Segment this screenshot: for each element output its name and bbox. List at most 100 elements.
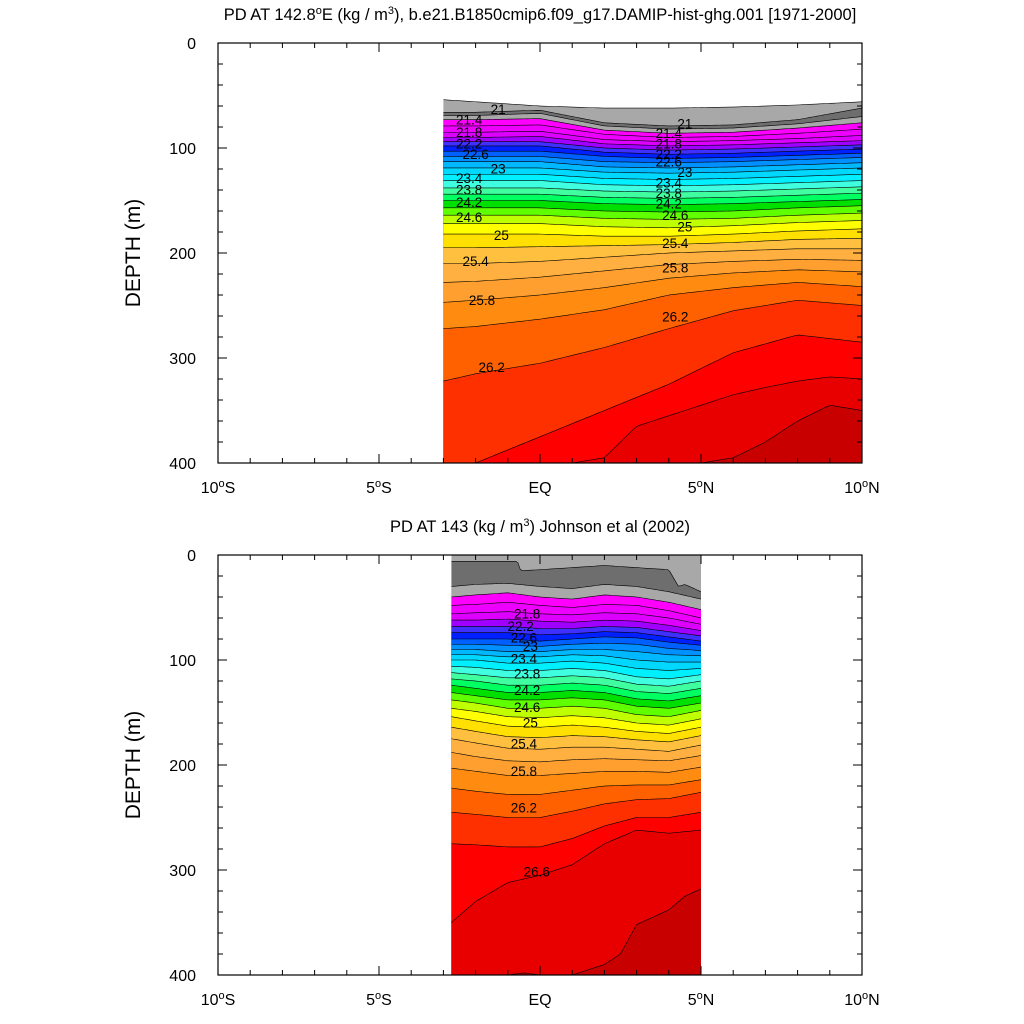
contour-line-26.6 — [443, 376, 862, 463]
contour-label: 24.6 — [456, 210, 482, 225]
contour-label: 22.2 — [508, 619, 534, 634]
contour-line-23.6 — [451, 666, 702, 680]
x-tick-label: 10oS — [201, 478, 236, 497]
contour-line-26.8 — [451, 888, 702, 975]
contour-label: 24.2 — [514, 683, 540, 698]
contour-line-26.4 — [443, 334, 862, 463]
contour-line-22.2 — [451, 626, 702, 637]
contour-line-23.8 — [443, 186, 862, 193]
contour-label: 23.4 — [511, 652, 538, 667]
y-tick-label: 400 — [169, 456, 196, 473]
contour-label: 25 — [677, 219, 692, 234]
chart-title: PD AT 142.8oE (kg / m3), b.e21.B1850cmip… — [224, 5, 857, 24]
x-tick-label: 10oN — [844, 478, 879, 497]
contour-label: 23 — [523, 639, 538, 654]
contour-line-21.4 — [443, 118, 862, 134]
contour-label: 26.2 — [662, 310, 688, 325]
contour-line-26 — [451, 779, 702, 795]
contour-label: 25.8 — [662, 260, 688, 275]
y-tick-label: 100 — [169, 141, 196, 158]
contour-line-23.4 — [451, 659, 702, 671]
y-tick-label: 300 — [169, 351, 196, 368]
contour-line-26.2 — [443, 300, 862, 382]
contour-label: 22.2 — [456, 136, 482, 151]
contour-line-20.6 — [443, 99, 862, 109]
contour-label: 25.8 — [511, 764, 537, 779]
contour-line-23 — [443, 161, 862, 169]
contour-label: 21.8 — [456, 125, 482, 140]
contour-label: 21 — [677, 116, 692, 131]
contour-line-25.6 — [451, 752, 702, 763]
contour-label: 24.6 — [662, 208, 688, 223]
contour-label: 23.8 — [514, 666, 540, 681]
contour-label: 25.4 — [511, 737, 538, 752]
contour-line-25.2 — [443, 238, 862, 249]
contour-label: 21.4 — [656, 126, 683, 141]
x-tick-label: 5oN — [688, 478, 715, 497]
axis-ticks — [217, 42, 863, 464]
contour-line-22.8 — [443, 156, 862, 163]
contour-line-21.2 — [451, 583, 702, 600]
axis-ticks — [217, 554, 863, 976]
top-panel: 2121.421.822.222.62323.423.824.224.62525… — [122, 5, 880, 497]
contour-line-25.4 — [451, 738, 702, 752]
contour-line-24.4 — [443, 205, 862, 213]
y-axis-label: DEPTH (m) — [122, 711, 145, 820]
contour-line-21.4 — [451, 592, 702, 610]
contour-label: 24.2 — [456, 195, 482, 210]
x-tick-label: EQ — [528, 480, 551, 497]
contour-line-24.2 — [451, 684, 702, 702]
chart-title: PD AT 143 (kg / m3) Johnson et al (2002) — [390, 517, 690, 536]
contour-line-25 — [443, 228, 862, 237]
x-tick-label: 5oN — [688, 990, 715, 1009]
contour-label: 25.8 — [469, 293, 495, 308]
contour-label: 25 — [494, 228, 509, 243]
contour-label: 21 — [491, 102, 506, 117]
contour-line-25.2 — [451, 726, 702, 743]
contour-line-24.8 — [451, 708, 702, 726]
contour-label: 23.8 — [456, 183, 482, 198]
contour-line-21 — [443, 107, 862, 127]
contour-line-21.8 — [443, 130, 862, 142]
y-tick-label: 400 — [169, 968, 196, 985]
x-tick-label: 10oS — [201, 990, 236, 1009]
x-tick-label: EQ — [528, 992, 551, 1009]
contour-line-24.4 — [451, 692, 702, 709]
contour-band-26.8 — [451, 888, 701, 975]
contour-line-24.2 — [443, 199, 862, 205]
contour-label: 26.2 — [479, 360, 505, 375]
contour-line-21.2 — [443, 113, 862, 130]
contour-label: 21.8 — [514, 606, 540, 621]
contour-line-23 — [451, 649, 702, 657]
contour-label: 23 — [677, 165, 692, 180]
contour-lines: 2121.421.822.222.62323.423.824.224.62525… — [443, 99, 862, 463]
contour-label: 25 — [523, 716, 538, 731]
contour-label: 22.6 — [511, 631, 537, 646]
contour-line-24 — [451, 678, 702, 694]
contour-label: 22.2 — [656, 147, 682, 162]
y-tick-label: 200 — [169, 758, 196, 775]
contour-line-23.4 — [443, 173, 862, 180]
contour-label: 22.6 — [462, 147, 488, 162]
contour-line-22.4 — [451, 631, 702, 642]
y-tick-label: 200 — [169, 246, 196, 263]
contour-fills — [443, 99, 862, 463]
contour-line-24.6 — [443, 212, 862, 220]
contour-label: 21.4 — [456, 112, 483, 127]
contour-line-22.6 — [443, 150, 862, 159]
contour-band-26.6 — [443, 376, 862, 463]
contour-line-26.6 — [451, 829, 702, 923]
contour-line-23.2 — [451, 654, 701, 663]
contour-line-25.8 — [451, 766, 702, 776]
contour-line-26.2 — [451, 792, 702, 818]
contour-line-23.2 — [443, 167, 862, 174]
contour-line-21.8 — [451, 611, 702, 625]
contour-line-22 — [443, 136, 862, 147]
contour-label: 22.6 — [656, 154, 682, 169]
contour-label: 23 — [491, 162, 506, 177]
contour-line-24 — [443, 192, 862, 199]
contour-line-21.6 — [443, 124, 862, 138]
y-axis-label: DEPTH (m) — [122, 199, 145, 308]
contour-line-21 — [451, 561, 702, 593]
